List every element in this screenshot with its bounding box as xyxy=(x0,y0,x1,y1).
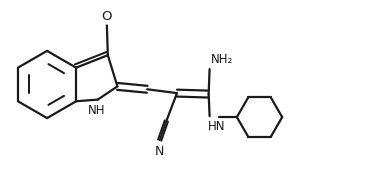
Text: N: N xyxy=(155,145,165,158)
Text: NH₂: NH₂ xyxy=(211,53,233,66)
Text: O: O xyxy=(101,10,112,23)
Text: NH: NH xyxy=(88,104,106,117)
Text: HN: HN xyxy=(208,120,225,133)
